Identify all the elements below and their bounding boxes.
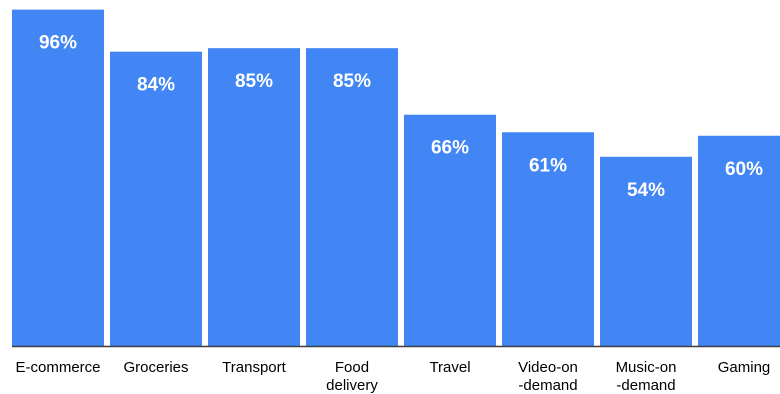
category-label-music-on-demand-line-1: Music-on [616, 359, 677, 376]
value-label-food-delivery: 85% [333, 71, 371, 92]
value-label-groceries: 84% [137, 75, 175, 96]
value-label-travel: 66% [431, 138, 469, 159]
bar-transport [208, 48, 300, 346]
bar-e-commerce [12, 10, 104, 346]
category-label-gaming: Gaming [718, 359, 771, 376]
category-label-transport: Transport [222, 359, 286, 376]
category-label-food-delivery-line-1: Food [335, 359, 369, 376]
value-label-gaming: 60% [725, 159, 763, 180]
bar-groceries [110, 52, 202, 346]
category-label-travel: Travel [429, 359, 470, 376]
category-labels-group: E-commerce Groceries Transport Fooddelivery… [15, 359, 770, 394]
category-label-groceries: Groceries [123, 359, 188, 376]
category-label-e-commerce: E-commerce [15, 359, 100, 376]
value-label-transport: 85% [235, 71, 273, 92]
category-label-music-on-demand-line-2: -demand [616, 377, 675, 394]
value-label-video-on-demand: 61% [529, 155, 567, 176]
value-label-music-on-demand: 54% [627, 180, 665, 201]
category-label-food-delivery-line-2: delivery [326, 377, 378, 394]
bars-group [12, 10, 780, 346]
bar-food-delivery [306, 48, 398, 346]
category-label-video-on-demand-line-1: Video-on [518, 359, 578, 376]
value-label-e-commerce: 96% [39, 33, 77, 54]
category-label-video-on-demand-line-2: -demand [518, 377, 577, 394]
